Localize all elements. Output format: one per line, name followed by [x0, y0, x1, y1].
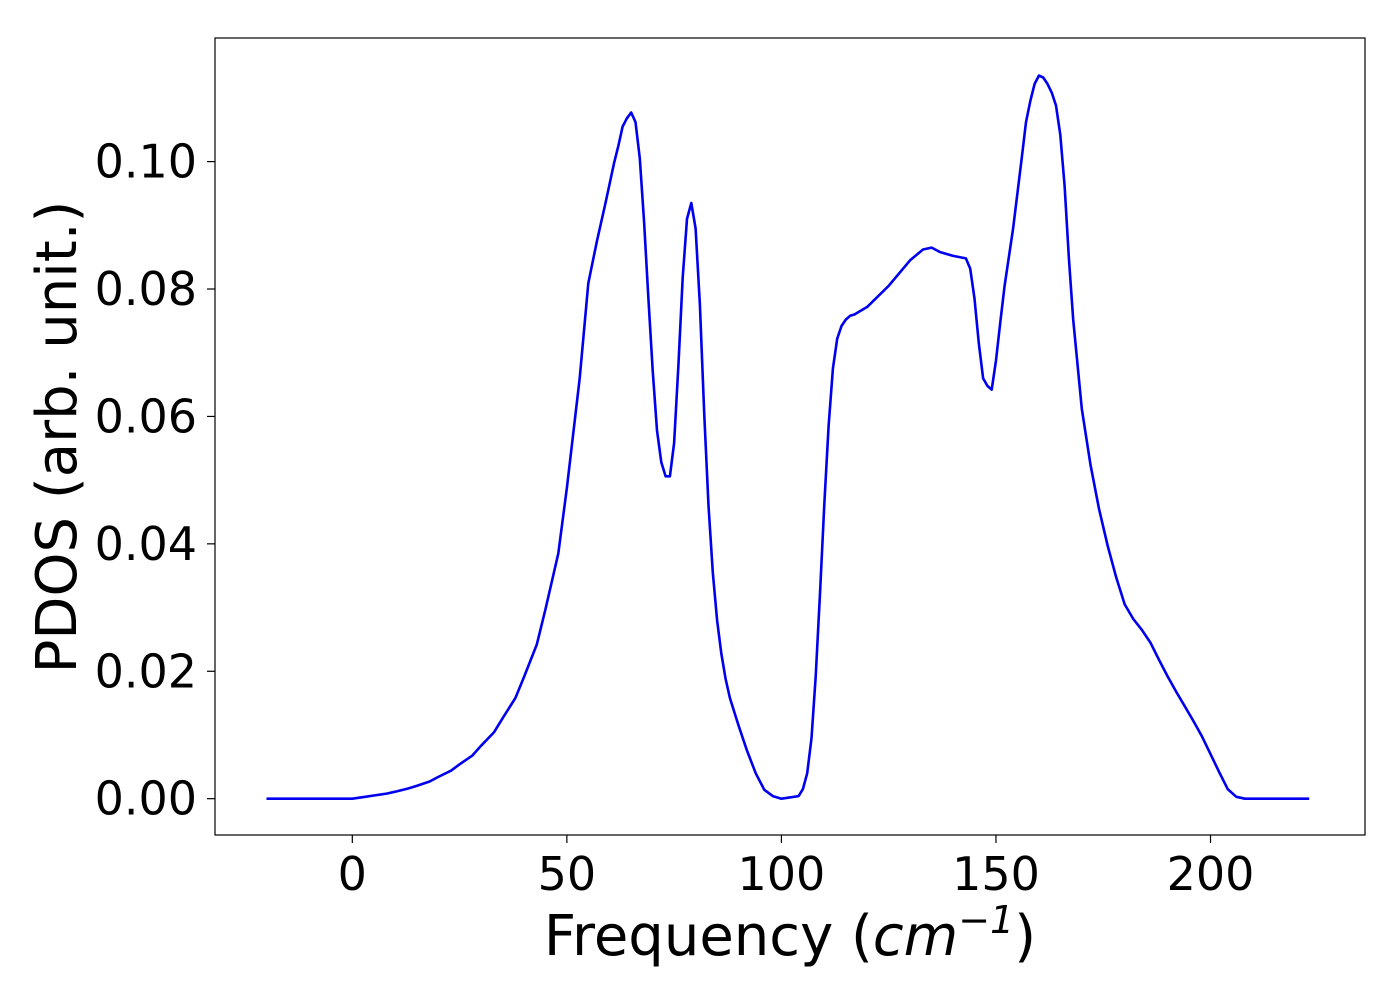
y-tick-label: 0.02 — [95, 644, 197, 698]
x-tick-label: 100 — [738, 847, 826, 901]
x-axis-label-text: Frequency ( — [544, 904, 873, 969]
series-layer — [266, 74, 1310, 801]
x-axis-label: Frequency (cm−1) — [544, 898, 1036, 969]
plot-area-frame — [214, 37, 1366, 836]
x-axis-label-superscript: −1 — [958, 898, 1014, 942]
y-tick-label: 0.10 — [95, 135, 197, 189]
y-axis-label: PDOS (arb. unit.) — [25, 201, 90, 674]
y-axis: 0.00 0.02 0.04 0.06 0.08 0.10 — [95, 135, 215, 826]
y-tick-label: 0.08 — [95, 262, 197, 316]
x-tick-label: 200 — [1167, 847, 1255, 901]
x-axis-label-math: cm — [873, 904, 958, 969]
x-tick-label: 50 — [538, 847, 597, 901]
x-axis: 0 50 100 150 200 — [338, 835, 1255, 901]
y-tick-label: 0.04 — [95, 517, 197, 571]
x-tick-label: 150 — [952, 847, 1040, 901]
y-tick-label: 0.00 — [95, 772, 197, 826]
x-axis-label-suffix: ) — [1014, 904, 1036, 969]
series-line-0 — [266, 74, 1310, 801]
y-tick-label: 0.06 — [95, 389, 197, 443]
x-tick-label: 0 — [338, 847, 367, 901]
